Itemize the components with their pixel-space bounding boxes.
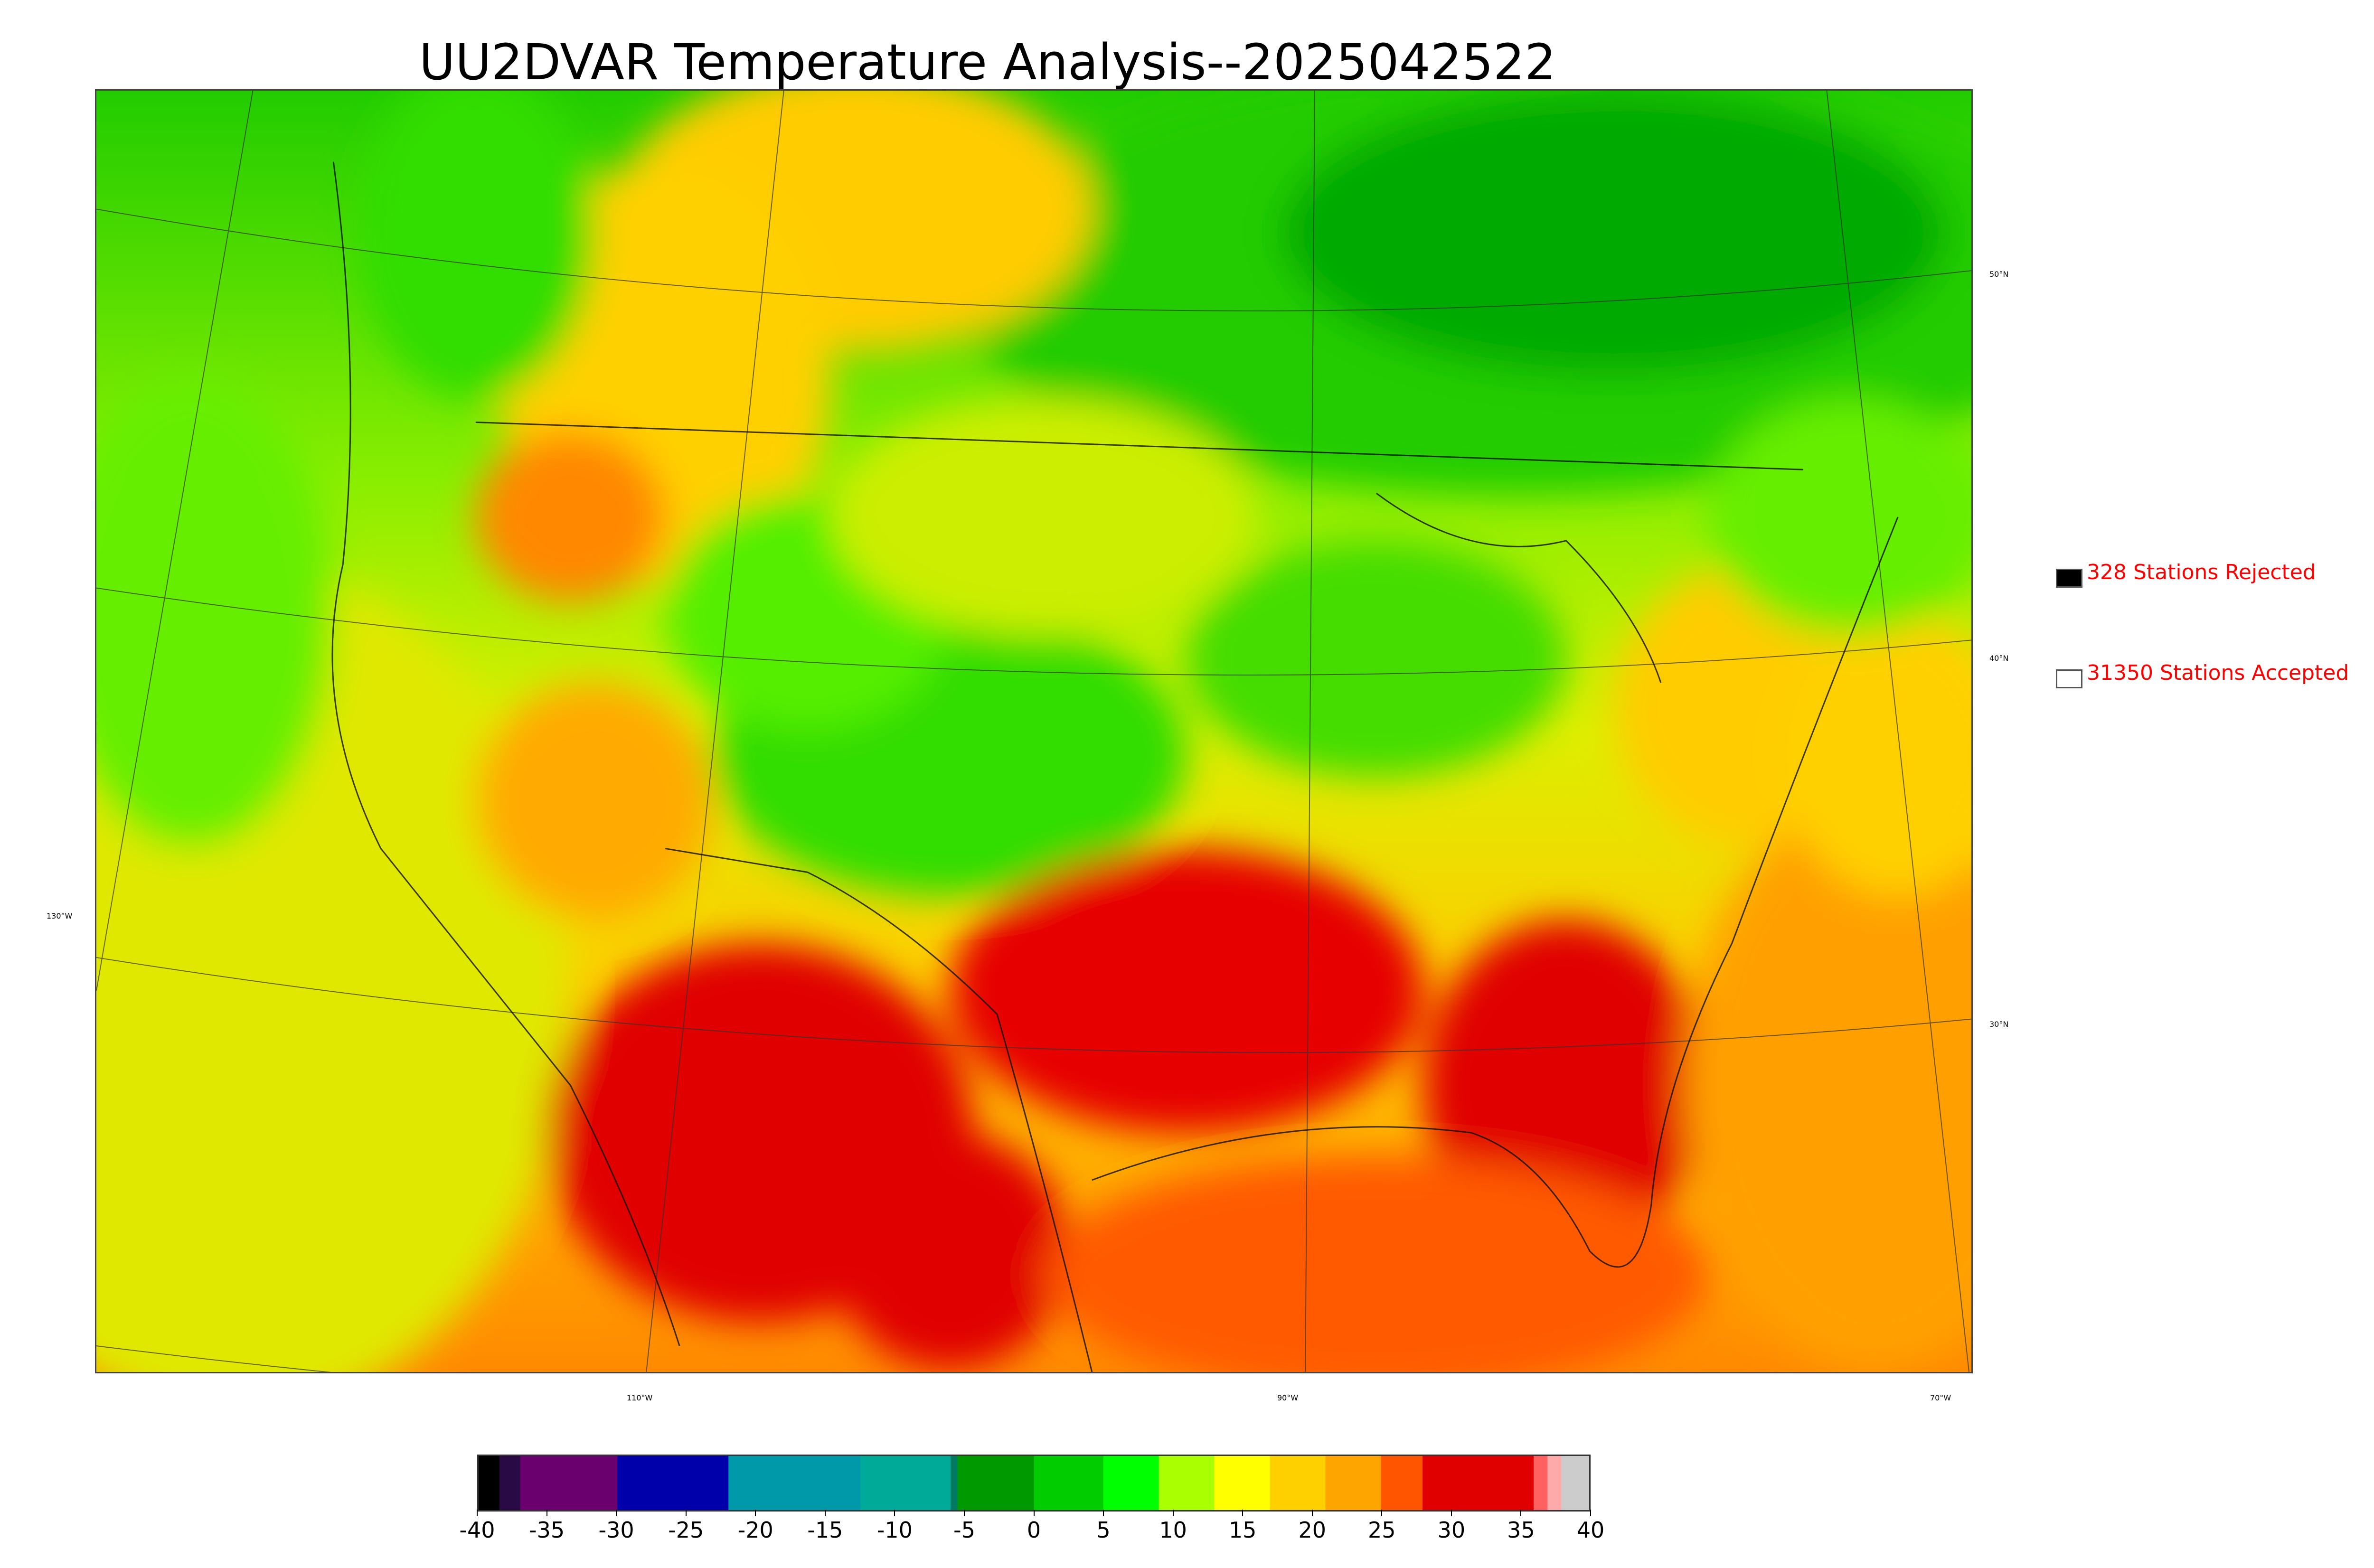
colorbar-tick-label: 30: [1437, 1517, 1466, 1543]
colorbar-tick-mark: [755, 1510, 756, 1516]
temperature-map: [95, 89, 1973, 1373]
colorbar-tick-mark: [1172, 1510, 1174, 1516]
colorbar-tick-mark: [824, 1510, 826, 1516]
colorbar-tick-mark: [1520, 1510, 1522, 1516]
colorbar-tick-label: 0: [1027, 1517, 1041, 1543]
colorbar-tick-mark: [963, 1510, 965, 1516]
colorbar-tick-label: -35: [528, 1517, 565, 1543]
colorbar-tick-mark: [1242, 1510, 1244, 1516]
lat-label-40: 40°N: [1989, 654, 2009, 663]
lon-label-90: 90°W: [1277, 1393, 1299, 1402]
colorbar-tick-label: -25: [668, 1517, 704, 1543]
map-title: UU2DVAR Temperature Analysis--2025042522: [419, 33, 1556, 91]
colorbar-tick-mark: [1311, 1510, 1313, 1516]
colorbar-segment: [1214, 1456, 1271, 1510]
colorbar-segment: [1561, 1456, 1589, 1510]
colorbar-segment: [1325, 1456, 1381, 1510]
colorbar-tick-label: 5: [1096, 1517, 1111, 1543]
colorbar-tick-label: -15: [807, 1517, 843, 1543]
colorbar-tick-mark: [1381, 1510, 1383, 1516]
colorbar-tick-mark: [1590, 1510, 1591, 1516]
colorbar-tick-mark: [1033, 1510, 1035, 1516]
colorbar-tick-label: 35: [1507, 1517, 1535, 1543]
colorbar-segment: [1381, 1456, 1423, 1510]
accepted-stations-label: 31350 Stations Accepted: [2087, 661, 2349, 685]
colorbar-segment: [957, 1456, 1034, 1510]
colorbar-tick-label: -5: [953, 1517, 975, 1543]
colorbar-tick-label: 40: [1576, 1517, 1605, 1543]
lon-label-110: 110°W: [627, 1393, 653, 1402]
colorbar-segment: [520, 1456, 618, 1510]
colorbar-tick-label: -10: [876, 1517, 913, 1543]
colorbar-segment: [1159, 1456, 1215, 1510]
colorbar-tick-mark: [1103, 1510, 1104, 1516]
colorbar-tick-mark: [616, 1510, 617, 1516]
lon-label-130: 130°W: [47, 911, 73, 920]
colorbar-tick-label: 20: [1298, 1517, 1327, 1543]
colorbar-segment: [951, 1456, 958, 1510]
colorbar-segment: [1034, 1456, 1104, 1510]
colorbar-segment: [728, 1456, 861, 1510]
colorbar-segment: [1423, 1456, 1534, 1510]
colorbar-segment: [1534, 1456, 1548, 1510]
lat-label-50: 50°N: [1989, 270, 2009, 279]
colorbar-tick-mark: [546, 1510, 547, 1516]
colorbar-tick-label: 25: [1368, 1517, 1396, 1543]
colorbar-segment: [617, 1456, 729, 1510]
colorbar-segment: [499, 1456, 521, 1510]
rejected-stations-swatch: [2056, 569, 2082, 588]
colorbar-segment: [860, 1456, 951, 1510]
colorbar-tick-label: 15: [1228, 1517, 1257, 1543]
colorbar-segment: [479, 1456, 500, 1510]
accepted-stations-swatch: [2056, 669, 2082, 688]
colorbar-segment: [1103, 1456, 1159, 1510]
colorbar-tick-label: -20: [737, 1517, 773, 1543]
lon-label-70: 70°W: [1930, 1393, 1951, 1402]
colorbar-tick-label: -40: [459, 1517, 495, 1543]
colorbar-segment: [1270, 1456, 1326, 1510]
colorbar-tick-mark: [894, 1510, 895, 1516]
colorbar-tick-label: 10: [1159, 1517, 1187, 1543]
colorbar-tick-mark: [477, 1510, 478, 1516]
temperature-field: [96, 91, 1971, 1372]
lat-label-30: 30°N: [1989, 1020, 2009, 1029]
colorbar-tick-mark: [1451, 1510, 1452, 1516]
temperature-colorbar: [477, 1455, 1591, 1512]
colorbar-gradient: [479, 1456, 1589, 1510]
rejected-stations-label: 328 Stations Rejected: [2087, 560, 2316, 584]
colorbar-tick-mark: [685, 1510, 687, 1516]
colorbar-tick-label: -30: [598, 1517, 634, 1543]
colorbar-segment: [1547, 1456, 1562, 1510]
